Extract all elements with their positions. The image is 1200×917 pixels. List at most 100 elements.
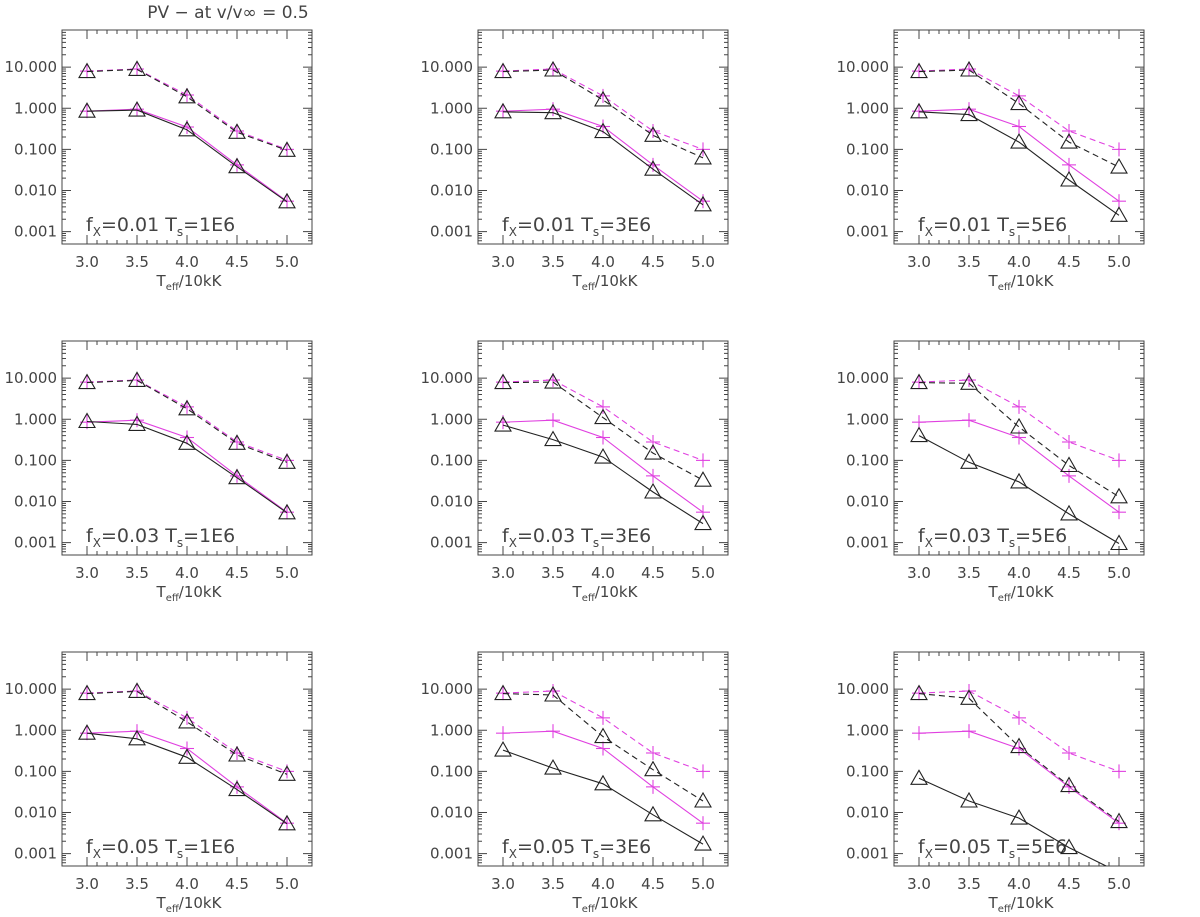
- plus-marker: [912, 726, 926, 741]
- y-tick-label: 1.000: [14, 99, 57, 117]
- y-tick-label: 0.001: [846, 845, 889, 863]
- panel-annotation: fX=0.01 Ts=3E6: [502, 214, 651, 239]
- plot-frame: [61, 340, 313, 556]
- plus-marker: [646, 745, 660, 760]
- plus-marker: [696, 764, 710, 779]
- panel-annotation: fX=0.03 Ts=1E6: [86, 525, 235, 550]
- triangle-marker: [228, 468, 246, 485]
- y-tick-label: 0.010: [14, 804, 57, 822]
- triangle-marker: [1110, 157, 1128, 174]
- panel-annotation: fX=0.05 Ts=1E6: [86, 836, 235, 861]
- plus-marker: [1012, 741, 1026, 756]
- plus-marker: [1112, 505, 1126, 520]
- series-line-black-solid: [918, 777, 1108, 866]
- triangle-marker: [78, 102, 96, 118]
- x-tick-label: 4.0: [591, 253, 615, 271]
- plus-marker: [180, 430, 194, 445]
- triangle-marker: [1060, 456, 1078, 473]
- triangle-marker: [228, 780, 246, 797]
- triangle-marker: [1060, 776, 1078, 793]
- plus-marker: [1112, 194, 1126, 209]
- panel: 0.001 0.010 0.100 1.000 10.000 3.0 3.5 4.0 4.5 5.…: [837, 340, 1145, 604]
- x-tick-label: 3.5: [957, 253, 981, 271]
- panel-annotation: fX=0.01 Ts=1E6: [86, 214, 235, 239]
- triangle-marker: [128, 100, 146, 117]
- triangle-marker: [594, 122, 612, 139]
- series-line-black-solid: [502, 111, 704, 206]
- triangle-marker: [128, 371, 146, 387]
- x-tick-label: 5.0: [691, 253, 715, 271]
- series-line-magenta-dashed: [918, 379, 1120, 461]
- triangle-marker: [278, 453, 296, 469]
- x-axis-label: Teff/10kK: [988, 583, 1055, 604]
- triangle-marker: [278, 503, 296, 520]
- plus-marker: [130, 102, 144, 117]
- plus-marker: [180, 399, 194, 414]
- plus-marker: [696, 505, 710, 520]
- y-tick-label: 10.000: [421, 58, 474, 76]
- series-line-black-dashed: [86, 68, 288, 151]
- x-tick-label: 3.5: [957, 564, 981, 582]
- x-tick-label: 4.0: [591, 875, 615, 893]
- y-tick-label: 0.001: [14, 223, 57, 241]
- y-tick-label: 0.001: [430, 534, 473, 552]
- triangle-marker: [544, 103, 562, 120]
- y-tick-label: 1.000: [846, 99, 889, 117]
- triangle-marker: [960, 689, 978, 705]
- triangle-marker: [128, 415, 146, 431]
- x-tick-label: 5.0: [275, 253, 299, 271]
- series-line-magenta-dashed: [502, 379, 704, 461]
- panel-annotation: fX=0.05 Ts=3E6: [502, 836, 651, 861]
- triangle-marker: [594, 774, 612, 791]
- triangle-marker: [178, 120, 196, 137]
- plus-marker: [1112, 453, 1126, 468]
- plus-marker: [280, 142, 294, 157]
- panel: 0.001 0.010 0.100 1.000 10.000 3.0 3.5 4.0 4.5 5.…: [5, 29, 313, 293]
- series-line-black-dashed: [502, 69, 704, 159]
- panel: 0.001 0.010 0.100 1.000 10.000 3.0 3.5 4.0 4.5 5.…: [837, 29, 1145, 293]
- series-line-black-dashed: [86, 690, 288, 775]
- x-tick-label: 3.5: [541, 253, 565, 271]
- series-line-magenta-dashed: [918, 68, 1120, 150]
- x-tick-label: 3.5: [541, 875, 565, 893]
- series-line-black-solid: [502, 424, 704, 525]
- y-tick-label: 0.010: [14, 493, 57, 511]
- triangle-marker: [910, 426, 928, 443]
- triangle-marker: [594, 408, 612, 425]
- x-axis-label: Teff/10kK: [156, 272, 223, 293]
- triangle-marker: [1060, 132, 1078, 149]
- x-tick-label: 4.5: [641, 253, 665, 271]
- x-tick-label: 4.0: [1007, 253, 1031, 271]
- y-tick-label: 1.000: [846, 721, 889, 739]
- panel: 0.001 0.010 0.100 1.000 10.000 3.0 3.5 4.0 4.5 5.…: [421, 340, 729, 604]
- x-tick-label: 3.0: [491, 253, 515, 271]
- triangle-marker: [694, 195, 712, 212]
- x-tick-label: 3.5: [125, 253, 149, 271]
- plot-frame: [61, 651, 313, 867]
- x-tick-label: 3.0: [75, 875, 99, 893]
- triangle-marker: [494, 684, 512, 701]
- y-tick-label: 0.100: [430, 762, 473, 780]
- y-tick-label: 0.100: [14, 140, 57, 158]
- plus-marker: [1062, 434, 1076, 449]
- plus-marker: [546, 724, 560, 739]
- y-tick-label: 0.001: [14, 845, 57, 863]
- plus-marker: [1012, 710, 1026, 725]
- x-tick-label: 4.5: [225, 253, 249, 271]
- triangle-marker: [78, 62, 96, 79]
- plus-marker: [230, 468, 244, 483]
- plus-marker: [962, 102, 976, 117]
- y-tick-label: 10.000: [837, 680, 890, 698]
- triangle-marker: [594, 90, 612, 107]
- y-tick-label: 0.010: [846, 804, 889, 822]
- x-tick-label: 3.0: [907, 564, 931, 582]
- plus-marker: [962, 724, 976, 739]
- x-tick-label: 4.5: [641, 875, 665, 893]
- x-tick-label: 3.0: [75, 564, 99, 582]
- triangle-marker: [544, 685, 562, 702]
- series-line-magenta-dashed: [86, 379, 288, 461]
- plus-marker: [596, 399, 610, 414]
- y-tick-label: 0.010: [430, 493, 473, 511]
- y-tick-label: 1.000: [846, 410, 889, 428]
- y-tick-label: 0.001: [430, 845, 473, 863]
